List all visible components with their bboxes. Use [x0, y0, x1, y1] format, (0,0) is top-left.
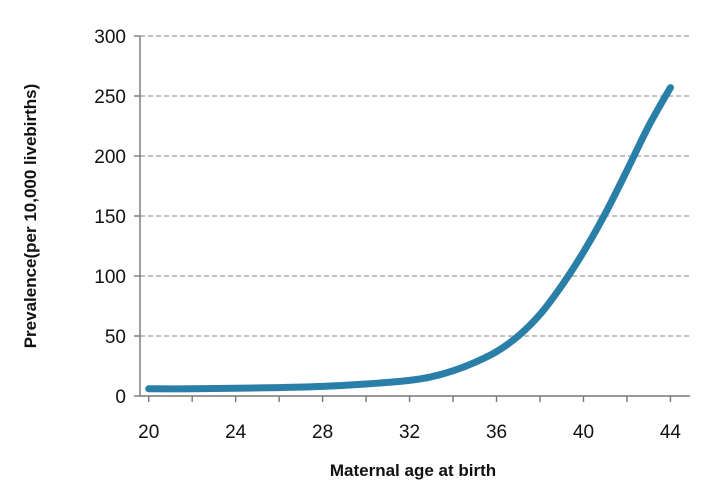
y-tick-label-150: 150 — [94, 207, 126, 228]
x-tick-label-40: 40 — [573, 422, 594, 443]
x-axis-label: Maternal age at birth — [330, 461, 496, 480]
axes — [134, 35, 690, 402]
x-tick-label-36: 36 — [486, 422, 507, 443]
y-axis-label: Prevalence(per 10,000 livebirths) — [21, 84, 40, 349]
x-tick-label-20: 20 — [138, 422, 159, 443]
x-tick-labels: 20 24 28 32 36 40 44 — [138, 422, 681, 443]
series-group — [145, 84, 674, 393]
x-tick-label-28: 28 — [312, 422, 333, 443]
series-line-0 — [145, 84, 674, 393]
y-tick-label-100: 100 — [94, 267, 126, 288]
x-tick-label-44: 44 — [660, 422, 682, 443]
y-tick-label-200: 200 — [94, 147, 126, 168]
y-tick-labels: 0 50 100 150 200 250 300 — [94, 27, 126, 408]
x-tick-label-32: 32 — [399, 422, 420, 443]
y-tick-label-250: 250 — [94, 87, 126, 108]
gridlines — [140, 35, 690, 337]
x-tick-label-24: 24 — [225, 422, 247, 443]
y-tick-label-300: 300 — [94, 27, 126, 48]
y-tick-label-0: 0 — [115, 387, 126, 408]
y-tick-label-50: 50 — [105, 327, 126, 348]
